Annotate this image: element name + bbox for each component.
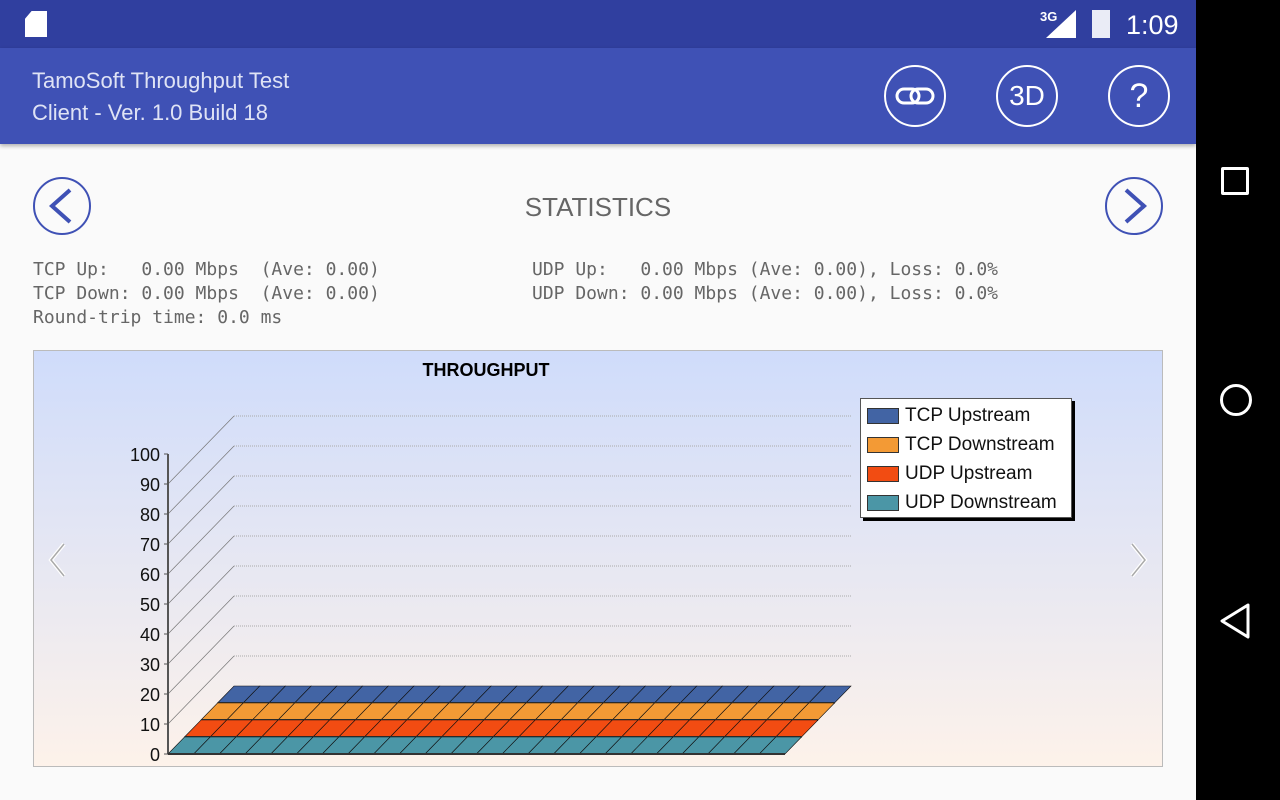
help-button[interactable]: ?	[1108, 65, 1170, 127]
y-tick-label: 20	[140, 685, 160, 705]
udp-up: UDP Up: 0.00 Mbps (Ave: 0.00), Loss: 0.0…	[532, 259, 998, 280]
grid-diagonal	[167, 565, 235, 635]
grid-diagonal	[167, 595, 235, 665]
legend-item: TCP Upstream	[867, 405, 1031, 426]
y-tick-label: 50	[140, 595, 160, 615]
udp-stats: UDP Up: 0.00 Mbps (Ave: 0.00), Loss: 0.0…	[532, 258, 1092, 306]
tcp-down: TCP Down: 0.00 Mbps (Ave: 0.00)	[33, 283, 380, 304]
grid-diagonal	[167, 445, 235, 515]
back-icon[interactable]	[1218, 602, 1252, 640]
legend-label: TCP Upstream	[905, 405, 1031, 426]
legend-item: UDP Downstream	[867, 492, 1057, 513]
home-icon[interactable]	[1220, 384, 1252, 416]
link-button[interactable]	[884, 65, 946, 127]
tcp-stats: TCP Up: 0.00 Mbps (Ave: 0.00) TCP Down: 0…	[33, 258, 513, 330]
y-tick-label: 70	[140, 535, 160, 555]
link-icon	[895, 87, 935, 105]
tcp-up: TCP Up: 0.00 Mbps (Ave: 0.00)	[33, 259, 380, 280]
next-page-button[interactable]	[1105, 177, 1163, 235]
legend-item: TCP Downstream	[867, 434, 1055, 455]
navigation-bar	[1196, 0, 1280, 800]
legend-swatch	[867, 408, 899, 424]
legend-label: TCP Downstream	[905, 434, 1055, 455]
grid-diagonal	[167, 625, 235, 695]
round-trip-time: Round-trip time: 0.0 ms	[33, 307, 283, 328]
chevron-right-icon	[1124, 188, 1148, 224]
clock: 1:09	[1126, 10, 1179, 40]
chart-prev-arrow[interactable]	[46, 541, 70, 581]
page-title: STATISTICS	[524, 192, 672, 222]
status-bar: 3G 1:09	[0, 0, 1196, 48]
y-tick-label: 10	[140, 715, 160, 735]
3d-button[interactable]: 3D	[996, 65, 1058, 127]
grid-diagonal	[167, 535, 235, 605]
app-subtitle: Client - Ver. 1.0 Build 18	[32, 100, 269, 125]
throughput-chart: THROUGHPUT 0 10 20 30 40 50 60 70 80 90 100 TCP Up…	[33, 350, 1163, 767]
udp-down: UDP Down: 0.00 Mbps (Ave: 0.00), Loss: 0…	[532, 283, 998, 304]
y-tick-label: 0	[150, 745, 160, 765]
battery-charging-icon	[1092, 10, 1110, 38]
network-type: 3G	[1040, 9, 1058, 24]
legend-swatch	[867, 466, 899, 482]
y-tick-label: 40	[140, 625, 160, 645]
chart-legend: TCP Upstream TCP Downstream UDP Upstream UD…	[860, 398, 1072, 518]
legend-label: UDP Downstream	[905, 492, 1057, 513]
app-title: TamoSoft Throughput Test	[32, 68, 290, 93]
grid-diagonal	[167, 655, 235, 725]
y-tick-label: 90	[140, 475, 160, 495]
chart-title: THROUGHPUT	[423, 360, 550, 380]
grid-diagonal	[167, 415, 235, 485]
legend-swatch	[867, 495, 899, 511]
legend-swatch	[867, 437, 899, 453]
grid-diagonal	[167, 475, 235, 545]
y-tick-label: 100	[130, 445, 160, 465]
y-tick-label: 60	[140, 565, 160, 585]
chart-plot: THROUGHPUT 0 10 20 30 40 50 60 70 80 90 100	[130, 360, 852, 765]
y-tick-label: 80	[140, 505, 160, 525]
chart-next-arrow[interactable]	[1126, 541, 1150, 581]
legend-item: UDP Upstream	[867, 463, 1033, 484]
grid-diagonal	[167, 505, 235, 575]
chevron-left-icon	[48, 188, 72, 224]
previous-page-button[interactable]	[33, 177, 91, 235]
legend-label: UDP Upstream	[905, 463, 1033, 484]
app: 3G 1:09 TamoSoft Throughput Test Client …	[0, 0, 1196, 800]
recent-apps-icon[interactable]	[1221, 167, 1249, 195]
sd-card-icon	[25, 11, 47, 37]
y-tick-label: 30	[140, 655, 160, 675]
